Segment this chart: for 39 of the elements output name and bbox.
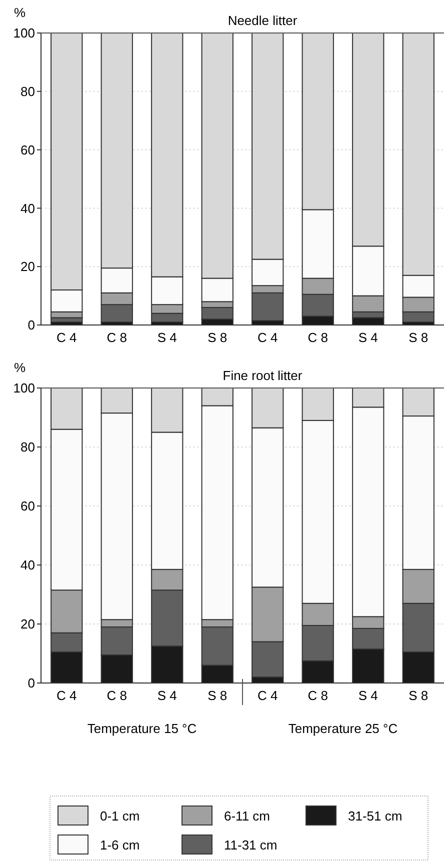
x-tick-label: S 4 [157,688,177,703]
x-tick-label: S 4 [157,330,177,345]
y-tick-label: 60 [20,142,35,158]
legend-label: 11-31 cm [224,838,278,853]
y-tick-label: 80 [20,84,35,99]
y-tick-label: 40 [20,200,35,216]
legend-label: 6-11 cm [224,808,270,824]
legend-label: 0-1 cm [100,808,140,824]
x-tick-label: C 8 [308,688,328,703]
x-tick-label: S 8 [208,330,228,345]
x-tick-label: S 8 [208,688,228,703]
legend-label: 1-6 cm [100,838,140,853]
y-tick-label: 20 [20,616,35,632]
text: Temperature 15 °C [87,721,197,736]
y-tick-label: 100 [13,26,35,41]
x-tick-label: C 4 [56,330,77,345]
x-tick-label: S 4 [358,330,378,345]
y-tick-label: 100 [13,380,35,396]
y-tick-label: 20 [20,259,35,274]
x-tick-label: S 8 [408,330,428,345]
y-tick-label: 80 [20,440,35,455]
y-tick-label: 0 [28,318,35,333]
x-tick-label: C 4 [258,688,278,703]
x-tick-label: S 4 [358,688,378,703]
y-tick-label: 40 [20,558,35,573]
chart-title: Fine root litter [222,368,303,383]
x-tick-label: S 8 [408,688,428,703]
legend-label: 31-51 cm [348,808,402,824]
chart-title: Needle litter [228,13,298,28]
x-tick-label: C 4 [258,330,278,345]
x-tick-label: C 8 [308,330,328,345]
x-tick-label: C 8 [106,688,127,703]
y-tick-label: 0 [28,676,35,691]
y-tick-label: 60 [20,498,35,514]
text: Temperature 25 °C [288,721,398,736]
y-axis-title: % [14,360,26,375]
y-axis-title: % [14,5,26,20]
x-tick-label: C 8 [106,330,127,345]
x-tick-label: C 4 [56,688,77,703]
